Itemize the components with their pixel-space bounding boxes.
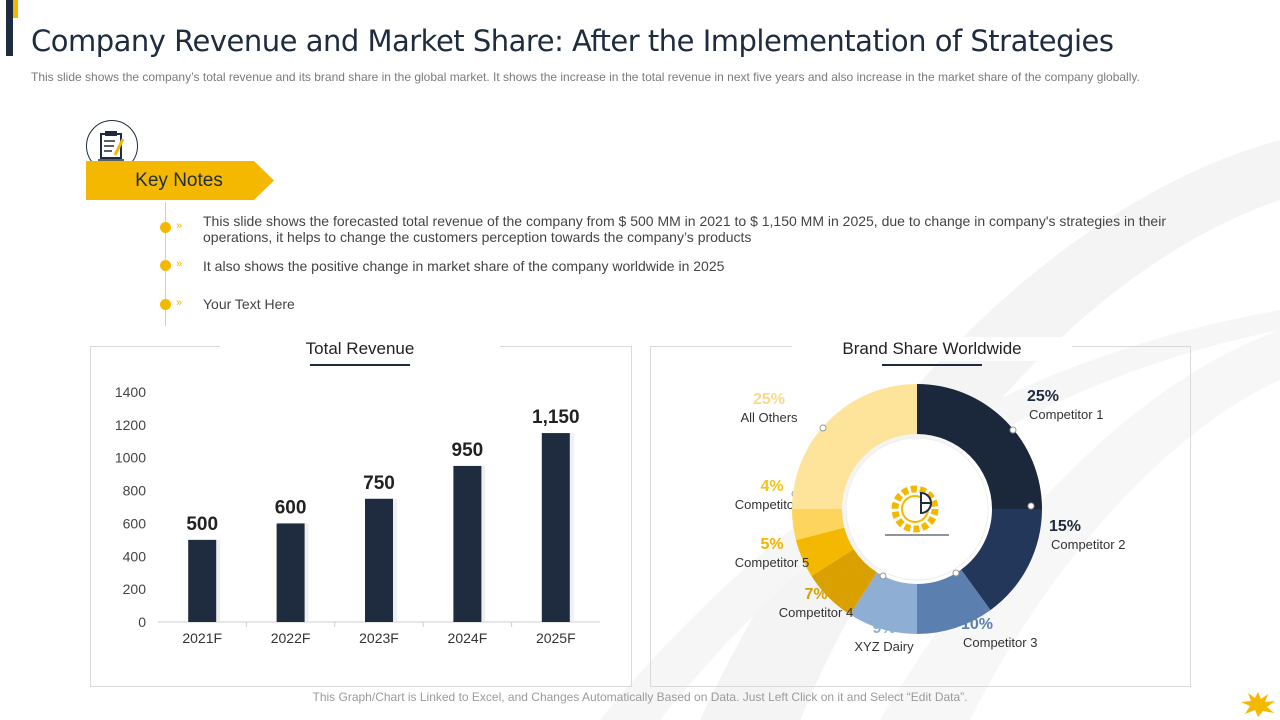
donut-slice-competitor-5[interactable]	[795, 527, 854, 576]
title-accent-bar-yellow	[13, 0, 18, 18]
bullet-dot	[160, 260, 171, 271]
slice-percent-label: 10%	[961, 616, 993, 633]
donut-slice-competitor-1[interactable]	[917, 384, 1042, 509]
slice-name-label: Competitor 1	[1029, 407, 1103, 422]
slice-percent-label: 7%	[804, 586, 827, 603]
share-panel-title: Brand Share Worldwide	[792, 337, 1072, 361]
chevron-icon: »	[176, 220, 183, 232]
y-tick-label: 0	[138, 614, 146, 630]
donut-slice-competitor-6[interactable]	[792, 509, 845, 541]
bar-2022F[interactable]	[276, 523, 305, 622]
donut-slice-xyz-dairy[interactable]	[850, 572, 917, 634]
revenue-bar-chart[interactable]: 0 200 400 600 800 1000 1200 1400 500 2021F 600 2022…	[90, 346, 630, 685]
slice-name-label: Competitor 2	[1051, 537, 1125, 552]
y-tick-label: 200	[123, 581, 147, 597]
x-tick-label: 2023F	[359, 630, 399, 646]
bar-value-label: 950	[452, 440, 484, 461]
donut-slice-competitor-3[interactable]	[917, 569, 991, 634]
bar-2025F[interactable]	[541, 433, 570, 622]
bar-2024F[interactable]	[453, 465, 482, 622]
chevron-icon: »	[176, 297, 183, 309]
gear-chart-icon	[885, 485, 949, 536]
page-title: Company Revenue and Market Share: After …	[31, 24, 1114, 58]
key-notes-tag	[86, 161, 274, 200]
x-tick-label: 2024F	[448, 630, 488, 646]
slice-name-label: Competitor 4	[779, 605, 853, 620]
slice-percent-label: 25%	[1027, 388, 1059, 405]
slice-percent-label: 15%	[1049, 518, 1081, 535]
bullet-dot	[160, 222, 171, 233]
donut-slice-competitor-2[interactable]	[961, 509, 1042, 611]
share-title-underline	[882, 364, 982, 366]
donut-slice-competitor-4[interactable]	[811, 549, 877, 615]
bar-2023F[interactable]	[365, 498, 393, 622]
chevron-icon: »	[176, 258, 183, 270]
slice-name-label: All Others	[740, 410, 798, 425]
y-tick-label: 1200	[115, 417, 146, 433]
slice-name-label: Competitor 6	[735, 497, 809, 512]
y-tick-label: 600	[123, 515, 147, 531]
y-tick-label: 400	[123, 548, 147, 564]
slice-percent-label: 25%	[753, 391, 785, 408]
slice-percent-label: 4%	[760, 478, 783, 495]
x-tick-label: 2025F	[536, 630, 576, 646]
donut-slice-all-others[interactable]	[792, 384, 917, 509]
page-subtitle: This slide shows the company’s total rev…	[31, 70, 1140, 84]
slice-marker	[879, 572, 887, 580]
gear-ring	[891, 485, 939, 533]
bar-value-label: 1,150	[532, 407, 580, 428]
title-accent-bar	[6, 0, 13, 56]
slice-percent-label: 5%	[760, 536, 783, 553]
slice-marker	[1009, 426, 1017, 434]
key-note-text: It also shows the positive change in mar…	[203, 258, 725, 274]
revenue-title-underline	[310, 364, 410, 366]
brand-share-donut-chart[interactable]: 25% Competitor 1 15% Competitor 2 10% Competi…	[650, 346, 1189, 685]
footer-note: This Graph/Chart is Linked to Excel, and…	[312, 690, 968, 704]
slice-percent-label: 9%	[872, 620, 895, 637]
y-tick-label: 1000	[115, 450, 146, 466]
key-note-text: This slide shows the forecasted total re…	[203, 213, 1166, 245]
slice-marker	[819, 424, 827, 432]
bullet-dot	[160, 299, 171, 310]
y-tick-label: 800	[123, 483, 147, 499]
x-tick-label: 2021F	[182, 630, 222, 646]
bar-value-label: 500	[186, 514, 218, 535]
bar-value-label: 750	[363, 473, 395, 494]
slice-name-label: XYZ Dairy	[854, 639, 914, 654]
bar-value-label: 600	[275, 497, 307, 518]
slice-marker	[952, 569, 960, 577]
key-note-text: Your Text Here	[203, 296, 295, 312]
slice-marker	[1027, 502, 1035, 510]
y-tick-label: 1400	[115, 384, 146, 400]
key-notes-label: Key Notes	[135, 170, 223, 191]
revenue-panel-title: Total Revenue	[220, 337, 500, 361]
slice-name-label: Competitor 3	[963, 635, 1037, 650]
splash-icon	[1241, 692, 1275, 717]
x-tick-label: 2022F	[271, 630, 311, 646]
bar-2021F[interactable]	[188, 539, 217, 622]
slice-name-label: Competitor 5	[735, 555, 809, 570]
